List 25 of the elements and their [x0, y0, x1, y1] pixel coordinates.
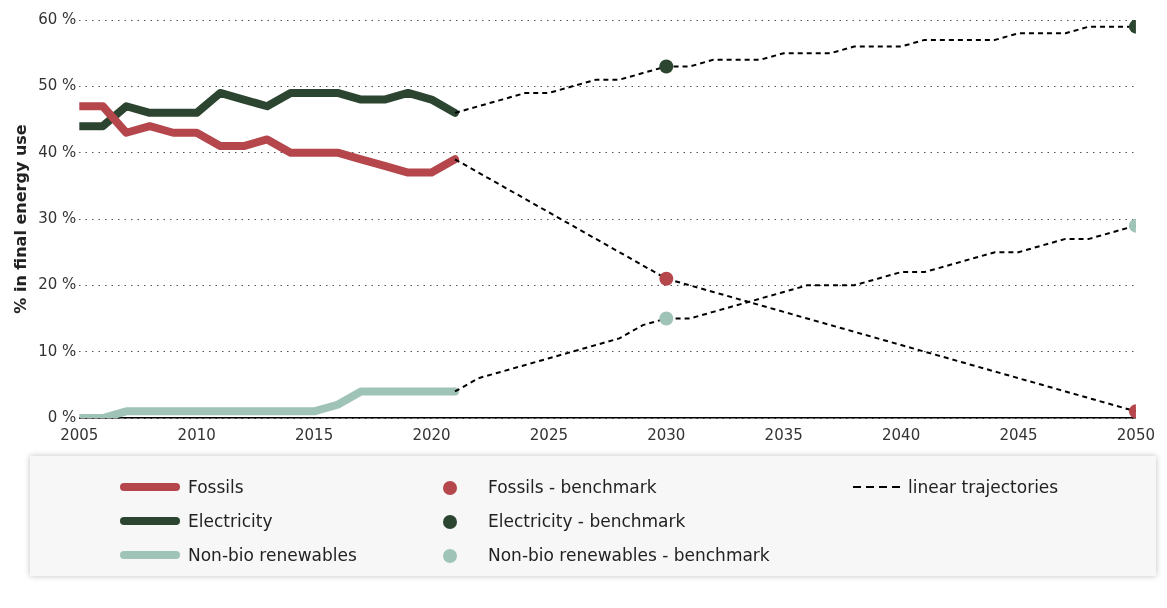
x-tick-label: 2040: [882, 425, 921, 444]
y-tick-label: 40 %: [38, 142, 77, 161]
legend-label: Electricity: [188, 511, 273, 531]
x-tick-label: 2025: [529, 425, 568, 444]
y-tick-label: 0 %: [47, 407, 77, 426]
legend-label: Fossils - benchmark: [488, 477, 657, 497]
x-tick-label: 2010: [177, 425, 216, 444]
x-tick-label: 2045: [999, 425, 1038, 444]
x-tick-label: 2015: [295, 425, 334, 444]
legend-label: Fossils: [188, 477, 244, 497]
x-tick-label: 2030: [647, 425, 686, 444]
y-tick-label: 60 %: [38, 9, 77, 28]
x-tick-label: 2050: [1116, 425, 1156, 444]
y-tick-label: 10 %: [38, 341, 77, 360]
x-tick-label: 2035: [764, 425, 803, 444]
y-tick-label: 20 %: [38, 275, 77, 294]
y-tick-label: 50 %: [38, 76, 77, 95]
y-axis-title: % in final energy use: [10, 124, 30, 314]
x-tick-label: 2020: [412, 425, 451, 444]
x-tick-label: 2005: [60, 425, 99, 444]
legend-label: linear trajectories: [908, 477, 1059, 497]
legend-label: Non-bio renewables: [188, 545, 357, 565]
legend-label: Electricity - benchmark: [488, 511, 686, 531]
y-tick-label: 30 %: [38, 208, 77, 227]
legend-label: Non-bio renewables - benchmark: [488, 545, 770, 565]
